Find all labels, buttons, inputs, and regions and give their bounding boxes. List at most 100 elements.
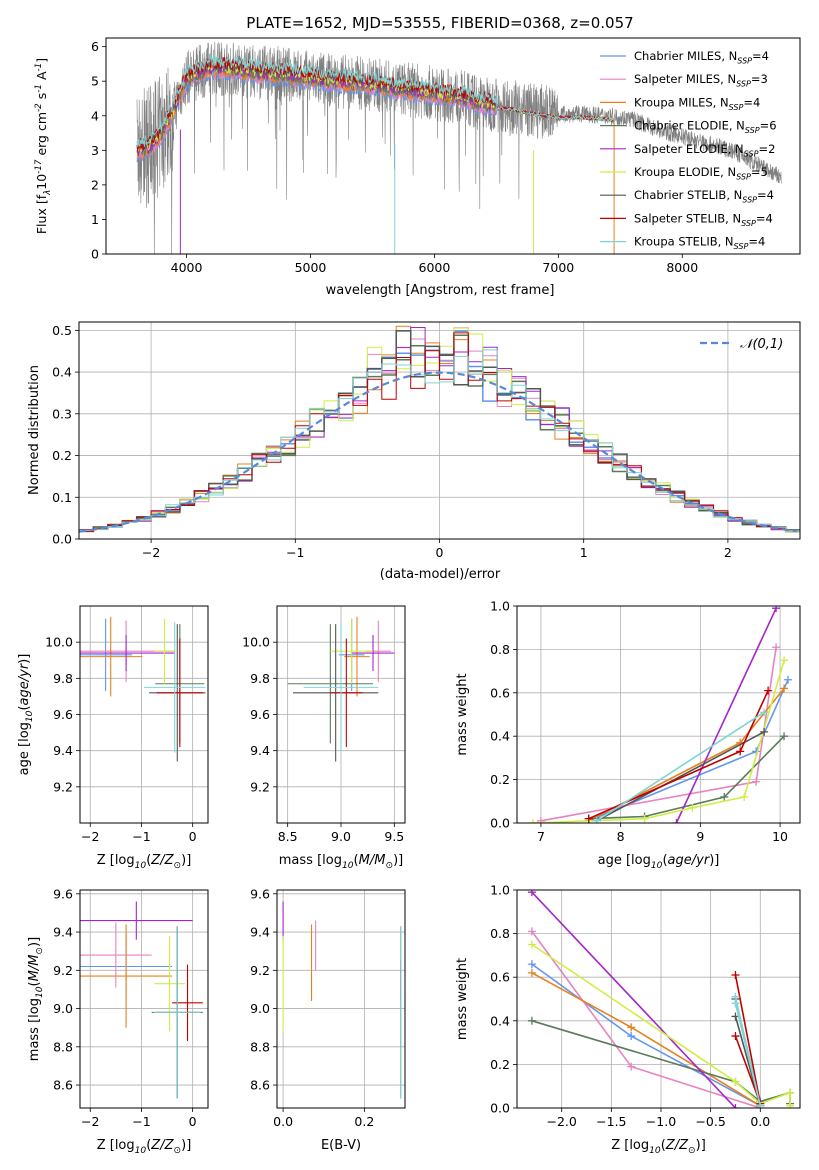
x-tick-label: −0.5 [695,1114,725,1129]
errorbar-k_elodie [154,935,185,1032]
chart-title: PLATE=1652, MJD=53555, FIBERID=0368, z=0… [246,14,633,32]
y-tick-label: 1 [91,212,99,227]
y-tick-label: 0.8 [490,926,510,941]
series-marker [527,927,536,936]
axes-frame [78,321,801,540]
series-marker [527,890,536,897]
legend: Chabrier MILES, NSSP​=4 Salpeter MILES, N… [600,49,777,251]
x-tick-label: 4000 [171,260,203,275]
series-marker [784,675,793,684]
spectrum-panel: 4000 5000 6000 7000 8000 0 1 2 3 4 5 6 PLATE=1652, M… [34,14,801,298]
y-tick-label: 0.6 [490,970,510,985]
x-tick-label: 0 [189,829,197,844]
errorbar-s_miles [80,922,152,988]
series-marker [528,819,537,823]
y-tick-label: 9.8 [250,671,270,686]
x-axis-label: Z [log10​(Z/Z⊙​)] [97,853,192,871]
series-marker [772,643,781,652]
x-tick-label: 8000 [666,260,698,275]
y-tick-label: 1.0 [490,883,510,898]
x-axis-label: age [log10​(age/yr)] [598,853,720,871]
series-marker [627,1062,636,1071]
errorbar-s_elodie [351,634,395,672]
histogram-s_stelib [79,332,800,533]
y-tick-label: 5 [91,74,99,89]
errorbar-k_elodie [154,618,175,684]
x-tick-label: −1 [286,545,304,560]
y-tick-label: 8.6 [53,1078,73,1093]
y-tick-label: 9.6 [250,707,270,722]
x-tick-label: 0 [436,545,444,560]
y-axis-label: mass weight [455,673,470,755]
series-marker [731,971,740,980]
x-tick-label: 8 [617,829,625,844]
y-tick-label: 10.0 [242,635,270,650]
y-axis-label: mass [log10​(M/M⊙​)] [27,937,45,1061]
series-s_stelib [584,686,773,823]
series-marker [752,777,761,786]
y-tick-label: 0.2 [490,772,510,787]
y-tick-label: 0.1 [52,490,72,505]
errorbar-k_miles [344,616,370,697]
y-tick-label: 9.2 [250,963,270,978]
series-marker [760,727,769,736]
y-tick-label: 9.4 [250,743,270,758]
panel-age_vs_mass: 8.5 9.0 9.5 9.2 9.4 9.6 9.8 10.0 mass [log10​(M/… [242,605,406,871]
x-axis-label: (data-model)/error [380,567,501,582]
y-tick-label: 0.2 [52,448,72,463]
errorbar-k_stelib [144,622,206,753]
y-axis-label: mass weight [455,958,470,1040]
x-tick-label: 0.0 [273,1114,293,1129]
legend-label: Chabrier ELODIE, NSSP​=6 [634,119,777,135]
y-tick-label: 0 [91,247,99,262]
y-tick-label: 8.6 [250,1078,270,1093]
x-tick-label: 7000 [542,260,574,275]
series-k_stelib [592,708,769,823]
legend-label: Chabrier STELIB, NSSP​=4 [634,188,774,204]
y-tick-label: 0.0 [490,1101,510,1116]
axes-frame [79,605,209,824]
legend-label: Kroupa STELIB, NSSP​=4 [634,235,765,251]
y-axis-label: Normed distribution [27,365,42,495]
series-k_miles [584,684,789,823]
x-tick-label: 1 [580,545,588,560]
panel-mass_vs_Z: −2 −1 0 8.6 8.8 9.0 9.2 9.4 9.6 Z [log10​(Z/Z⊙​)]… [27,886,209,1156]
y-tick-label: 0.4 [490,729,510,744]
errorbar-k_miles [80,616,143,697]
errorbars [282,901,402,1099]
legend-label: Salpeter MILES, NSSP​=3 [634,72,768,88]
legend-label: Kroupa ELODIE, NSSP​=5 [634,165,768,181]
y-axis-label: age [log10​(age/yr)] [17,654,35,776]
series-marker [780,656,789,665]
model-spectrum-k_stelib [136,54,614,147]
series-line [596,711,765,822]
x-tick-label: −2 [142,545,160,560]
y-tick-label: 2 [91,177,99,192]
series-s_elodie [527,890,740,1108]
y-tick-label: 0.4 [490,1013,510,1028]
series-marker [780,732,789,741]
axes-frame [276,605,406,824]
series-marker [731,1077,740,1086]
x-tick-label: 7 [537,829,545,844]
y-tick-label: 0.5 [52,323,72,338]
y-tick-label: 0.2 [490,1057,510,1072]
series-marker [740,792,749,801]
errorbar-c_miles [80,618,133,691]
axes-frame [516,889,801,1109]
errorbar-s_elodie [80,634,175,672]
series-marker [764,686,773,695]
x-tick-label: 8.5 [278,829,298,844]
errorbar-k_stelib [303,622,379,753]
x-axis-label: E(B-V) [321,1138,361,1153]
y-tick-label: 9.0 [53,1001,73,1016]
x-axis-label: wavelength [Angstrom, rest frame] [326,283,555,298]
x-tick-label: 9.0 [331,829,351,844]
legend-label: Kroupa MILES, NSSP​=4 [634,95,760,111]
axes-frame [276,889,406,1109]
y-axis-label: Flux [fλ​10-17​ erg cm-2​ s-1​ A-1​] [34,58,53,234]
legend-label: Chabrier MILES, NSSP​=4 [634,49,769,65]
x-tick-label: −1 [132,829,150,844]
panel-mass_vs_ebv: 0.0 0.2 8.6 8.8 9.0 9.2 9.4 9.6 E(B-V) [250,886,406,1153]
